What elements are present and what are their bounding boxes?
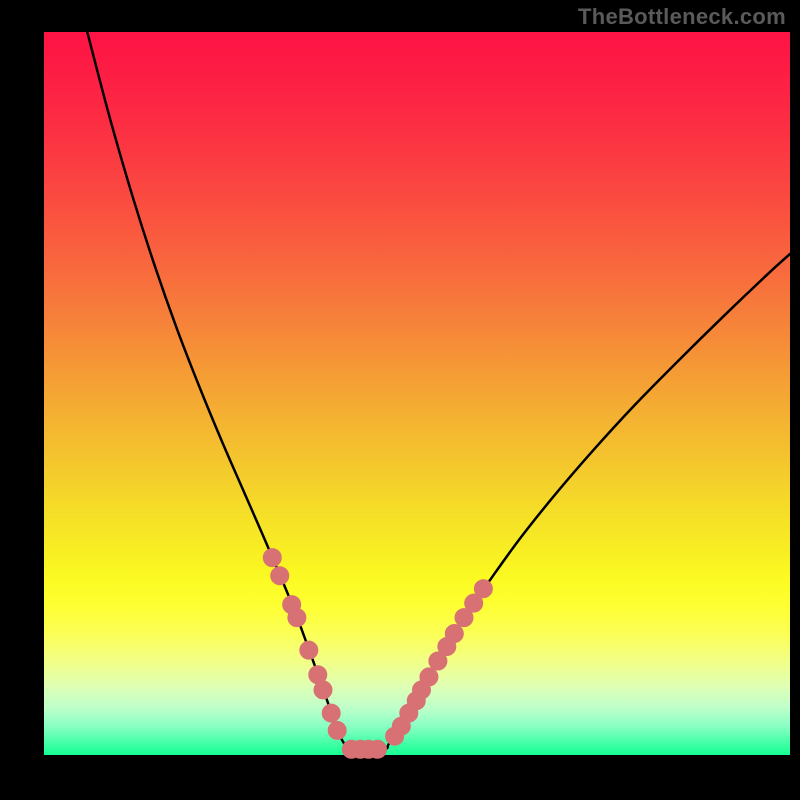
data-marker <box>322 704 340 722</box>
watermark-text: TheBottleneck.com <box>578 4 786 30</box>
data-marker <box>474 580 492 598</box>
data-marker <box>328 721 346 739</box>
data-marker <box>271 567 289 585</box>
plot-svg <box>44 32 790 755</box>
chart-outer-frame: TheBottleneck.com <box>0 0 800 800</box>
data-marker <box>263 549 281 567</box>
data-marker <box>420 668 438 686</box>
marker-group <box>263 549 492 759</box>
data-marker <box>288 609 306 627</box>
data-marker <box>314 681 332 699</box>
data-marker <box>368 740 386 758</box>
data-marker <box>300 641 318 659</box>
plot-area <box>44 32 790 755</box>
data-marker <box>445 625 463 643</box>
